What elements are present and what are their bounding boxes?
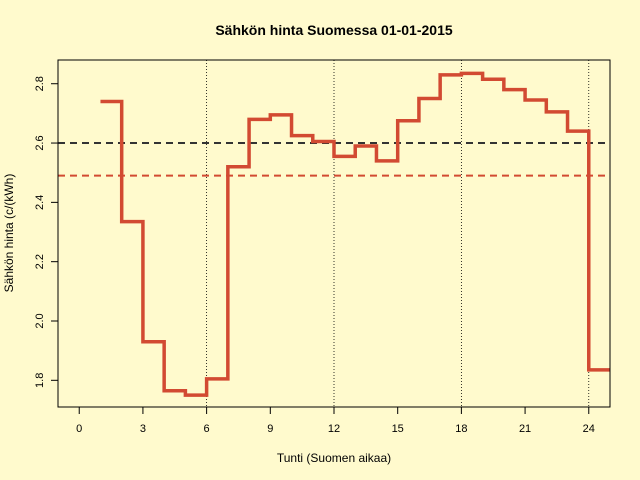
x-tick-label: 6 xyxy=(204,423,210,435)
price-step-line xyxy=(100,71,610,397)
y-tick-label: 2.8 xyxy=(34,76,46,91)
chart-title: Sähkön hinta Suomessa 01-01-2015 xyxy=(215,22,453,38)
x-tick-label: 21 xyxy=(519,423,531,435)
y-tick-label: 1.8 xyxy=(34,373,46,388)
y-axis: 1.8 2.0 2.2 2.4 2.6 2.8 xyxy=(34,76,58,388)
x-tick-label: 12 xyxy=(328,423,340,435)
y-tick-label: 2.2 xyxy=(34,254,46,269)
x-axis: 0 3 6 9 12 15 18 21 24 xyxy=(76,406,595,435)
y-tick-label: 2.6 xyxy=(34,135,46,150)
x-tick-label: 15 xyxy=(392,423,404,435)
x-tick-label: 24 xyxy=(583,423,595,435)
x-axis-label: Tunti (Suomen aikaa) xyxy=(277,451,391,465)
day-separator-lines xyxy=(206,60,590,407)
y-tick-label: 2.0 xyxy=(34,313,46,328)
x-tick-label: 0 xyxy=(76,423,82,435)
x-tick-label: 9 xyxy=(267,423,273,435)
x-tick-label: 3 xyxy=(140,423,146,435)
x-tick-label: 18 xyxy=(455,423,467,435)
y-axis-label: Sähkön hinta (c/(kWh) xyxy=(2,174,16,293)
price-series xyxy=(100,71,610,397)
y-tick-label: 2.4 xyxy=(34,195,46,210)
